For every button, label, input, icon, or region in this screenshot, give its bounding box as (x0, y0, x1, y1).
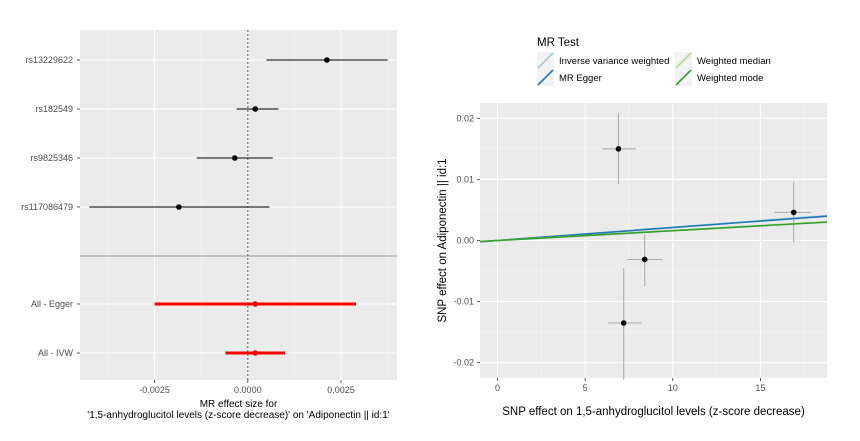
scatter-y-tick-label: 0.02 (456, 113, 474, 123)
scatter-x-tick-label: 5 (583, 383, 588, 393)
legend-label: MR Egger (559, 73, 602, 84)
scatter-y-tick-label: -0.01 (453, 297, 474, 307)
forest-x-axis-title-line1: MR effect size for (200, 399, 278, 410)
forest-snp-label: rs182549 (35, 104, 73, 114)
legend-title: MR Test (537, 37, 580, 49)
forest-snp-point (231, 155, 238, 161)
legend-label: Inverse variance weighted (559, 56, 669, 67)
scatter-line-mr-egger (497, 215, 828, 242)
forest-plot: rs13229622 rs182549 rs9825346 rs117086479 Al… (21, 30, 397, 421)
scatter-x-axis-title: SNP effect on 1,5-anhydroglucitol levels… (502, 406, 805, 418)
forest-snp-label: rs9825346 (30, 153, 73, 163)
forest-snp-point (252, 106, 259, 112)
legend-label: Weighted mode (697, 73, 763, 84)
forest-summary-label: All - Egger (31, 299, 73, 309)
scatter-y-tick-label: 0.01 (456, 174, 474, 184)
forest-snp-point (176, 204, 182, 210)
scatter-y-axis-title: SNP effect on Adiponectin || id:1 (437, 158, 449, 322)
scatter-x-tick-label: 10 (668, 383, 678, 393)
forest-snp-point (324, 57, 330, 63)
forest-summary-point (252, 301, 259, 307)
forest-summary-point (252, 350, 259, 356)
legend-label: Weighted median (697, 56, 771, 67)
scatter-plot: 0 5 10 15 -0.02 -0.01 0.00 0.01 0.02 SNP effect o… (437, 37, 828, 418)
scatter-x-tick-label: 15 (755, 383, 765, 393)
scatter-point (641, 256, 648, 263)
forest-snp-label: rs117086479 (21, 202, 73, 212)
scatter-y-tick-label: 0.00 (456, 236, 474, 246)
legend-key-line (537, 69, 554, 86)
forest-panel (80, 30, 397, 380)
forest-x-tick-label: -0.0025 (139, 385, 170, 395)
forest-x-tick-label: 0.0025 (327, 385, 355, 395)
forest-summary-label: All - IVW (38, 348, 74, 358)
scatter-point (790, 209, 797, 216)
scatter-point (620, 320, 627, 326)
legend-key-line (537, 52, 554, 69)
scatter-line-extension (479, 239, 498, 243)
legend-key-line (675, 69, 692, 86)
scatter-line-weighted-mode (497, 221, 828, 242)
forest-x-tick-label: 0.0000 (234, 385, 262, 395)
scatter-y-tick-label: -0.02 (453, 358, 474, 368)
scatter-x-tick-label: 0 (495, 383, 500, 393)
legend-key-line (675, 52, 692, 69)
scatter-point (615, 146, 622, 152)
forest-snp-label: rs13229622 (25, 55, 73, 65)
forest-x-axis-title-line2: '1,5-anhydroglucitol levels (z-score dec… (87, 410, 390, 421)
